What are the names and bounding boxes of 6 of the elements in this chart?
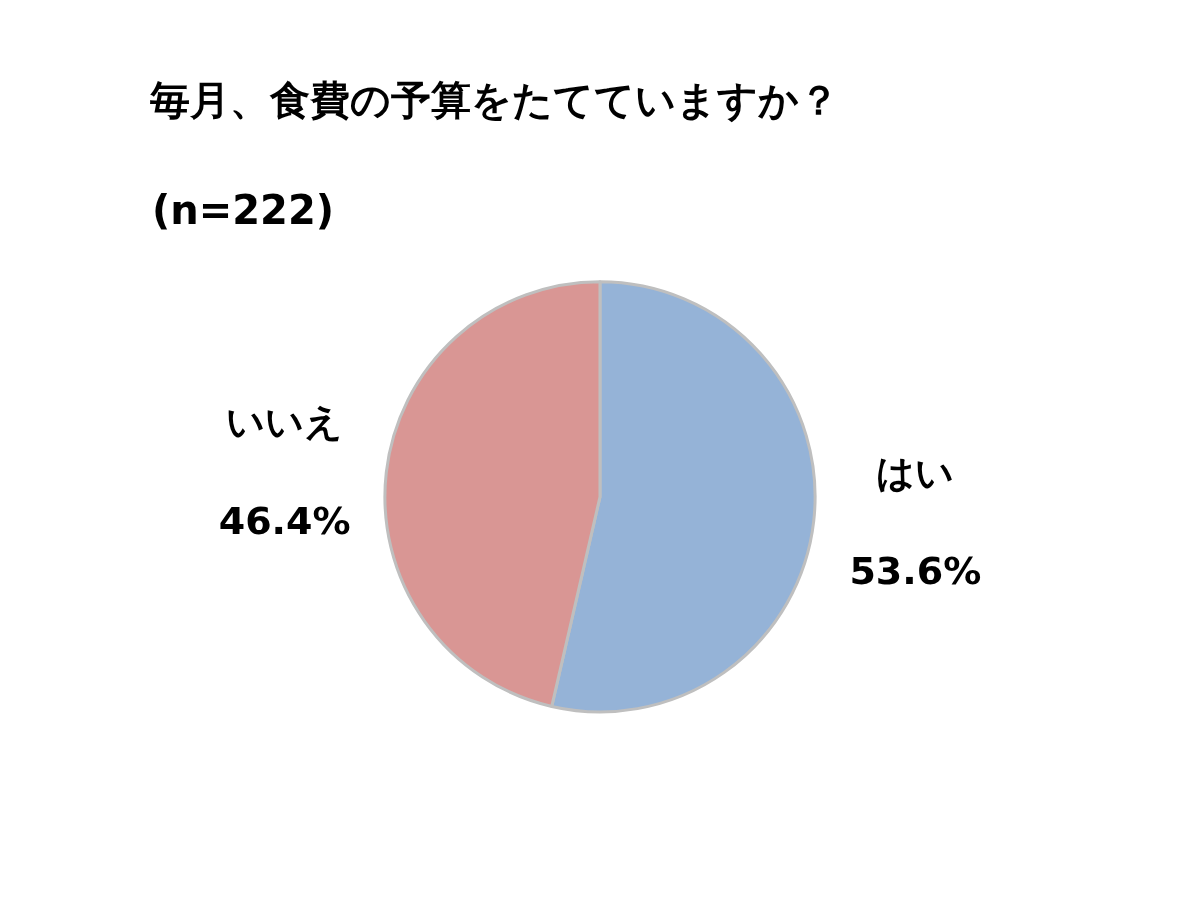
data-label: 46.4% [218,499,351,544]
slice-label: いいえ [226,400,344,445]
chart-subtitle: (n=222) [152,187,335,233]
data-label: 53.6% [849,549,982,594]
slice-label: はい [876,450,955,495]
chart-title: 毎月、食費の予算をたてていますか？ [149,77,839,123]
